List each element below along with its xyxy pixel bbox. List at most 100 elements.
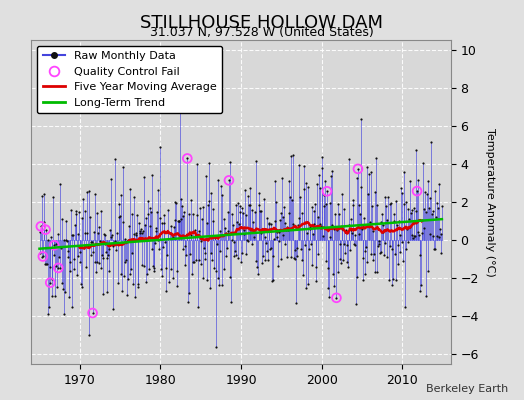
Point [363,258,371,265]
Point [335,256,344,262]
Point [308,204,316,210]
Point [149,268,158,274]
Point [325,294,333,300]
Point [371,189,379,196]
Point [379,222,387,228]
Point [235,203,244,209]
Point [251,209,259,216]
Point [306,224,314,230]
Point [261,240,270,246]
Point [97,265,105,272]
Point [144,198,152,204]
Point [350,241,358,247]
Point [369,228,378,234]
Point [118,219,127,226]
Point [91,259,100,266]
Point [417,282,425,288]
Point [149,263,157,270]
Point [162,288,171,294]
Point [41,261,49,268]
Point [173,218,182,224]
Point [43,237,52,243]
Point [121,236,129,242]
Point [347,226,355,233]
Point [194,303,202,310]
Point [216,228,224,234]
Point [323,285,332,291]
Point [383,216,391,223]
Point [237,259,245,266]
Point [256,208,265,214]
Point [372,155,380,162]
Point [135,220,143,227]
Point [142,215,150,222]
Point [48,293,57,300]
Point [261,257,269,264]
Point [178,213,187,219]
Point [244,238,252,244]
Point [375,241,384,247]
Point [126,186,134,192]
Point [139,262,148,269]
Point [139,228,147,234]
Point [190,259,198,266]
Point [423,190,431,197]
Point [422,293,430,299]
Point [103,289,111,296]
Point [391,250,399,257]
Point [103,255,112,261]
Point [72,211,81,217]
Point [266,245,275,251]
Point [342,258,351,265]
Point [86,214,94,220]
Point [107,234,116,241]
Point [70,266,79,272]
Point [58,280,66,286]
Point [73,253,82,260]
Point [96,238,104,244]
Point [388,282,396,288]
Point [395,218,403,224]
Point [343,242,352,248]
Point [66,259,74,266]
Point [301,242,309,248]
Point [266,246,274,252]
Point [270,218,279,224]
Point [154,236,162,243]
Point [354,166,362,172]
Point [313,214,322,220]
Point [259,252,267,259]
Point [51,293,59,300]
Point [37,223,45,230]
Point [254,271,262,278]
Point [431,246,440,252]
Point [201,256,210,262]
Point [339,257,347,264]
Point [94,259,103,266]
Point [377,249,386,255]
Point [270,236,278,242]
Point [156,143,164,150]
Point [282,227,290,233]
Point [329,271,337,278]
Point [420,225,429,231]
Point [199,275,208,281]
Point [291,247,300,254]
Point [409,235,417,241]
Point [373,269,381,275]
Point [421,189,429,195]
Point [89,310,97,316]
Point [181,243,190,249]
Point [210,264,219,271]
Point [227,298,235,305]
Point [72,208,80,214]
Point [200,245,208,251]
Point [170,223,178,230]
Point [312,278,321,284]
Point [141,278,150,285]
Point [305,226,314,232]
Point [211,344,220,350]
Point [65,294,73,300]
Point [180,261,189,268]
Point [86,239,95,245]
